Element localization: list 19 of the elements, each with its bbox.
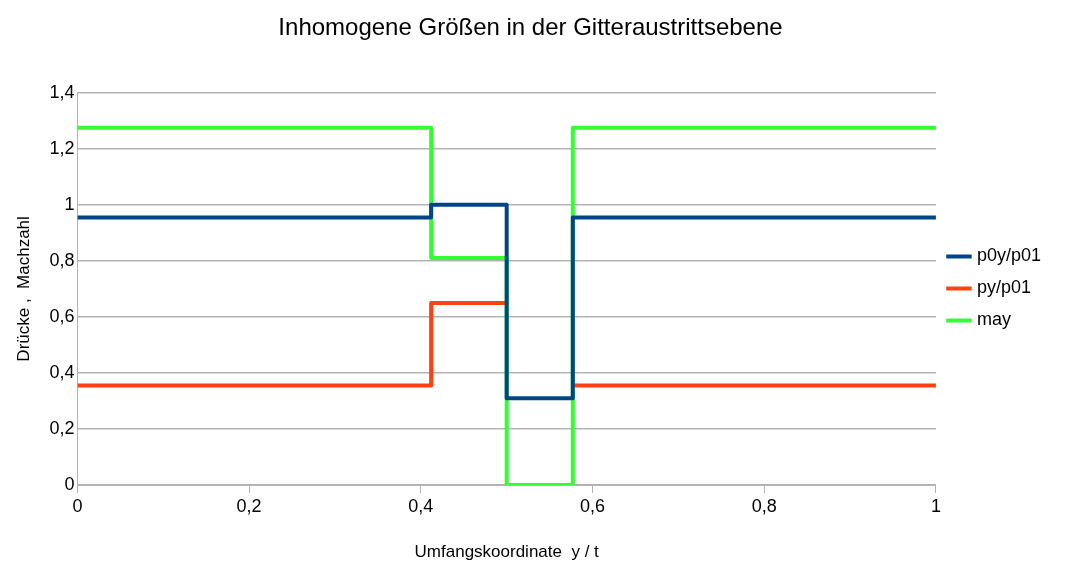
x-tick-label: 0,2 xyxy=(236,495,262,516)
y-tick-label: 1 xyxy=(64,193,75,214)
y-tick-label: 1,2 xyxy=(49,137,75,158)
y-tick-label: 0,6 xyxy=(49,305,75,326)
x-tick-label: 0,6 xyxy=(580,495,606,516)
y-tick-label: 1,4 xyxy=(49,81,75,102)
y-tick-label: 0,4 xyxy=(49,361,75,382)
x-tick-label: 1 xyxy=(930,495,941,516)
y-tick-label: 0 xyxy=(64,473,75,494)
y-tick-label: 0,8 xyxy=(49,249,75,270)
y-axis-title: Drücke , Machzahl xyxy=(13,216,33,362)
x-axis-title: Umfangskoordinate y / t xyxy=(414,542,600,562)
chart-title: Inhomogene Größen in der Gitteraustrittsebene xyxy=(278,13,783,41)
legend-label: may xyxy=(976,309,1011,330)
x-tick-label: 0,4 xyxy=(408,495,434,516)
x-tick-label: 0,8 xyxy=(751,495,777,516)
y-tick-label: 0,2 xyxy=(49,417,75,438)
legend-label: p0y/p01 xyxy=(976,245,1042,266)
legend-label: py/p01 xyxy=(976,277,1031,298)
